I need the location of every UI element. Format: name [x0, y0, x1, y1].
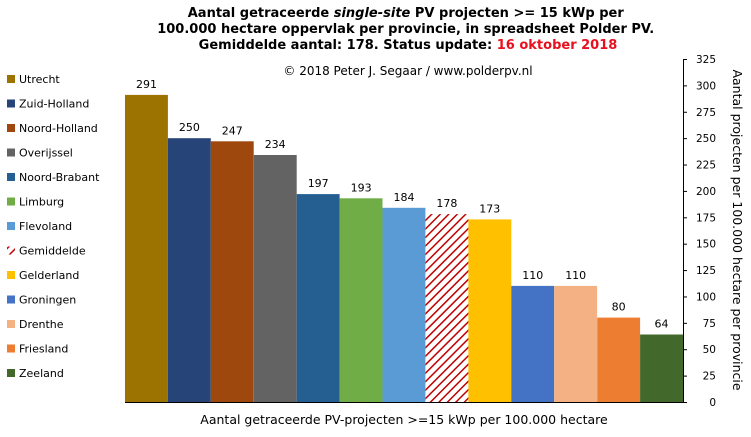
legend-swatch-noord-holland — [7, 124, 15, 132]
y-tick-label: 50 — [703, 344, 716, 356]
legend-label-drenthe: Drenthe — [19, 318, 64, 331]
bar-zeeland — [640, 334, 683, 402]
data-label-noord-brabant: 197 — [308, 177, 329, 190]
y-tick-label: 225 — [696, 160, 716, 172]
y-tick-label: 300 — [696, 80, 716, 92]
bar-noord-holland — [210, 141, 254, 403]
y-axis-title: Aantal projecten per 100.000 hectare per… — [730, 69, 745, 390]
y-tick-label: 325 — [696, 54, 716, 66]
data-label-gelderland: 173 — [479, 202, 500, 215]
legend-swatch-utrecht — [7, 75, 15, 83]
legend-label-flevoland: Flevoland — [19, 220, 72, 233]
data-label-zuid-holland: 250 — [179, 121, 200, 134]
bar-flevoland — [382, 207, 426, 402]
legend-label-friesland: Friesland — [19, 343, 68, 356]
legend-swatch-friesland — [7, 344, 15, 353]
data-label-zeeland: 64 — [655, 318, 669, 331]
legend-label-zeeland: Zeeland — [19, 367, 64, 380]
bar-utrecht — [125, 94, 168, 403]
title-line-3: Gemiddelde aantal: 178. Status update: 1… — [199, 38, 618, 53]
title-part: Aantal getraceerde — [188, 6, 334, 21]
legend-swatch-overijssel — [7, 148, 15, 157]
y-axis-ticks: 0 25 50 75 100 125 150 175 200 225 250 275 300 325 — [683, 54, 716, 409]
data-label-limburg: 193 — [351, 181, 372, 194]
y-tick-label: 175 — [696, 212, 716, 224]
bar-limburg — [339, 198, 383, 402]
bar-overijssel — [253, 155, 297, 402]
legend-label-overijssel: Overijssel — [19, 147, 73, 160]
data-label-flevoland: 184 — [394, 191, 415, 204]
legend-label-noord-brabant: Noord-Brabant — [19, 171, 100, 184]
legend-label-gemiddelde: Gemiddelde — [19, 245, 86, 258]
title-part: 100.000 hectare oppervlak per provincie,… — [157, 22, 654, 37]
title-line-2: 100.000 hectare oppervlak per provincie,… — [157, 22, 659, 37]
legend-swatch-limburg — [7, 197, 15, 206]
y-tick-label: 275 — [696, 107, 716, 119]
x-axis-title: Aantal getraceerde PV-projecten >=15 kWp… — [200, 412, 608, 427]
data-label-overijssel: 234 — [265, 138, 286, 151]
data-label-gemiddelde: 178 — [436, 197, 457, 210]
legend-label-noord-holland: Noord-Holland — [19, 122, 98, 135]
legend-label-limburg: Limburg — [19, 196, 64, 209]
legend-label-zuid-holland: Zuid-Holland — [19, 98, 89, 111]
chart-title: Aantal getraceerde single-site PV projec… — [157, 6, 659, 53]
y-tick-label: 75 — [703, 318, 716, 330]
bar-drenthe — [554, 285, 598, 402]
bar-zuid-holland — [167, 138, 211, 402]
data-label-friesland: 80 — [612, 301, 626, 314]
legend-label-groningen: Groningen — [19, 294, 76, 307]
title-part: PV projecten >= 15 kWp per — [410, 6, 624, 21]
legend-label-utrecht: Utrecht — [19, 73, 60, 86]
y-tick-label: 125 — [696, 265, 716, 277]
data-label-noord-holland: 247 — [222, 124, 243, 137]
y-tick-label: 0 — [709, 397, 716, 409]
legend-swatch-drenthe — [7, 320, 15, 328]
y-tick-label: 150 — [696, 239, 716, 251]
title-status-date: 16 oktober 2018 — [497, 38, 618, 53]
y-tick-label: 250 — [696, 133, 716, 145]
legend-swatch-gelderland — [7, 271, 15, 279]
legend-swatch-gemiddelde — [7, 246, 15, 255]
bar-friesland — [597, 317, 641, 402]
legend-label-gelderland: Gelderland — [19, 269, 79, 282]
title-line-1: Aantal getraceerde single-site PV projec… — [188, 6, 629, 21]
y-tick-label: 25 — [703, 371, 716, 383]
data-label-drenthe: 110 — [565, 269, 586, 282]
bar-gelderland — [468, 219, 512, 402]
bars-group: 291 250 247 234 197 193 184 178 173 110 110 80 64 — [125, 78, 683, 403]
title-part: Gemiddelde aantal: 178. Status update: — [199, 38, 497, 53]
legend: Utrecht Zuid-Holland Noord-Holland Overijss… — [7, 73, 100, 380]
legend-swatch-zuid-holland — [7, 99, 15, 108]
title-part-italic: single-site — [334, 6, 411, 21]
legend-swatch-zeeland — [7, 369, 15, 377]
data-label-groningen: 110 — [522, 269, 543, 282]
copyright-annotation: © 2018 Peter J. Segaar / www.polderpv.nl — [283, 64, 532, 78]
legend-swatch-flevoland — [7, 222, 15, 230]
y-tick-label: 100 — [696, 291, 716, 303]
bar-noord-brabant — [296, 194, 340, 402]
y-tick-label: 200 — [696, 186, 716, 198]
legend-swatch-groningen — [7, 295, 15, 304]
data-label-utrecht: 291 — [136, 78, 157, 91]
bar-gemiddelde — [425, 214, 469, 402]
bar-groningen — [511, 285, 555, 402]
legend-swatch-noord-brabant — [7, 173, 15, 181]
